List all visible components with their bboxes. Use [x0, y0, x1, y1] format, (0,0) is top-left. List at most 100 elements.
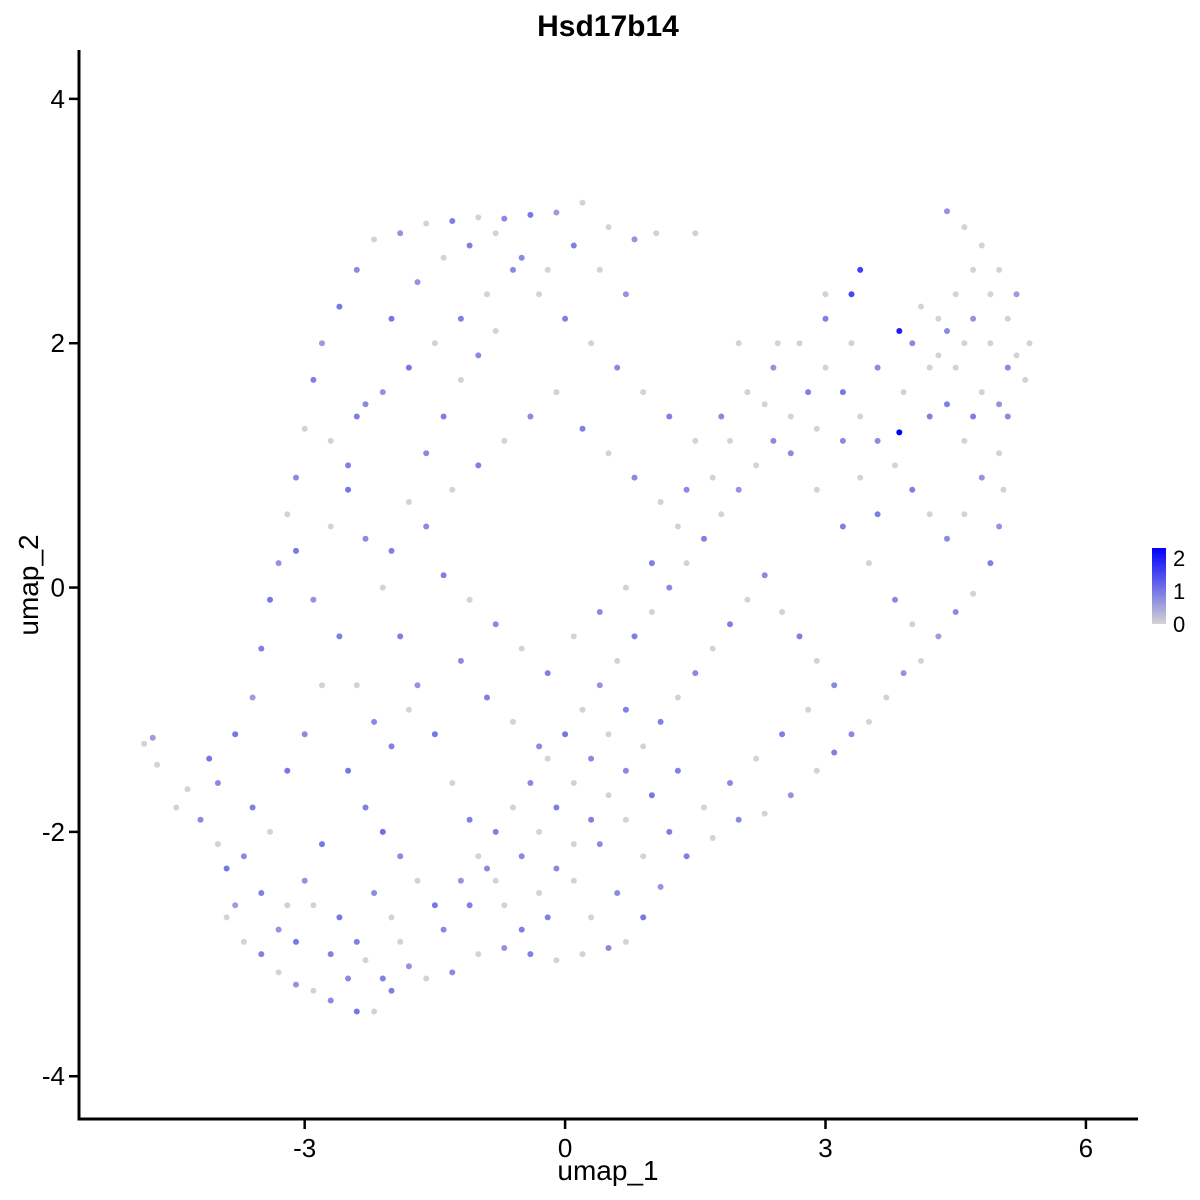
cell-point — [623, 768, 629, 774]
cell-point — [692, 438, 698, 444]
cell-point — [510, 267, 516, 273]
cell-point — [901, 670, 907, 676]
cell-point — [953, 609, 959, 615]
cell-point — [397, 853, 403, 859]
cell-point — [406, 365, 412, 371]
cell-point — [710, 646, 716, 652]
cell-point — [970, 316, 976, 322]
cell-point — [397, 939, 403, 945]
cell-point — [536, 890, 542, 896]
cell-point — [380, 389, 386, 395]
cell-point — [814, 426, 820, 432]
cell-point — [562, 731, 568, 737]
cell-point — [710, 475, 716, 481]
cell-point — [666, 414, 672, 420]
cell-point — [909, 621, 915, 627]
x-tick-label: 6 — [1079, 1133, 1093, 1163]
cell-point — [371, 719, 377, 725]
cell-point — [640, 914, 646, 920]
cell-point — [363, 805, 369, 811]
cell-point — [345, 768, 351, 774]
cell-point — [623, 585, 629, 591]
cell-point — [293, 475, 299, 481]
cell-point — [788, 792, 794, 798]
cell-point — [640, 389, 646, 395]
cell-point — [458, 878, 464, 884]
cell-point — [310, 902, 316, 908]
cell-point — [823, 365, 829, 371]
cell-point — [553, 866, 559, 872]
cell-point — [875, 511, 881, 517]
cell-point — [692, 670, 698, 676]
cell-point — [684, 853, 690, 859]
cell-point — [727, 780, 733, 786]
cell-point — [649, 560, 655, 566]
cell-point — [198, 817, 204, 823]
cell-point — [527, 212, 533, 218]
cell-point — [527, 780, 533, 786]
cell-point — [363, 401, 369, 407]
cell-point — [649, 609, 655, 615]
cell-point — [415, 279, 421, 285]
cell-point — [232, 902, 238, 908]
cell-point — [371, 1009, 377, 1015]
y-axis-ticks: -4 -2 0 2 4 — [42, 84, 79, 1091]
cell-point — [675, 768, 681, 774]
cell-point — [258, 890, 264, 896]
cell-point — [875, 438, 881, 444]
cell-point — [536, 291, 542, 297]
cell-point — [692, 230, 698, 236]
points-layer — [141, 200, 1032, 1015]
legend-tick-label: 1 — [1173, 579, 1185, 604]
cell-point — [467, 817, 473, 823]
cell-point — [536, 829, 542, 835]
cell-point — [580, 707, 586, 713]
cell-point — [302, 878, 308, 884]
cell-point — [623, 707, 629, 713]
cell-point — [536, 743, 542, 749]
cell-point — [328, 951, 334, 957]
cell-point — [206, 756, 212, 762]
cell-point — [961, 438, 967, 444]
cell-point — [302, 426, 308, 432]
cell-point — [623, 817, 629, 823]
cell-point — [814, 487, 820, 493]
cell-point — [588, 914, 594, 920]
cell-point — [571, 878, 577, 884]
y-tick-label: 2 — [51, 328, 65, 358]
cell-point — [840, 524, 846, 530]
cell-point — [432, 340, 438, 346]
cell-point — [701, 805, 707, 811]
cell-point — [666, 585, 672, 591]
cell-point — [354, 1009, 360, 1015]
cell-point — [415, 878, 421, 884]
cell-point — [753, 462, 759, 468]
legend-colorbar — [1152, 548, 1166, 624]
legend-tick-label: 0 — [1173, 612, 1185, 637]
cell-point — [545, 267, 551, 273]
cell-point — [857, 267, 863, 273]
cell-point — [736, 487, 742, 493]
x-tick-label: 3 — [818, 1133, 832, 1163]
cell-point — [987, 560, 993, 566]
cell-point — [527, 414, 533, 420]
cell-point — [458, 316, 464, 322]
cell-point — [896, 328, 902, 334]
cell-point — [545, 914, 551, 920]
cell-point — [493, 230, 499, 236]
legend-ticks: 0 1 2 — [1173, 546, 1185, 637]
cell-point — [510, 805, 516, 811]
cell-point — [736, 817, 742, 823]
cell-point — [423, 221, 429, 227]
cell-point — [597, 267, 603, 273]
cell-point — [788, 414, 794, 420]
cell-point — [406, 499, 412, 505]
cell-point — [632, 475, 638, 481]
cell-point — [310, 988, 316, 994]
cell-point — [961, 511, 967, 517]
cell-point — [519, 646, 525, 652]
y-axis-title: umap_2 — [13, 534, 44, 635]
cell-point — [319, 682, 325, 688]
cell-point — [744, 597, 750, 603]
cell-point — [371, 890, 377, 896]
